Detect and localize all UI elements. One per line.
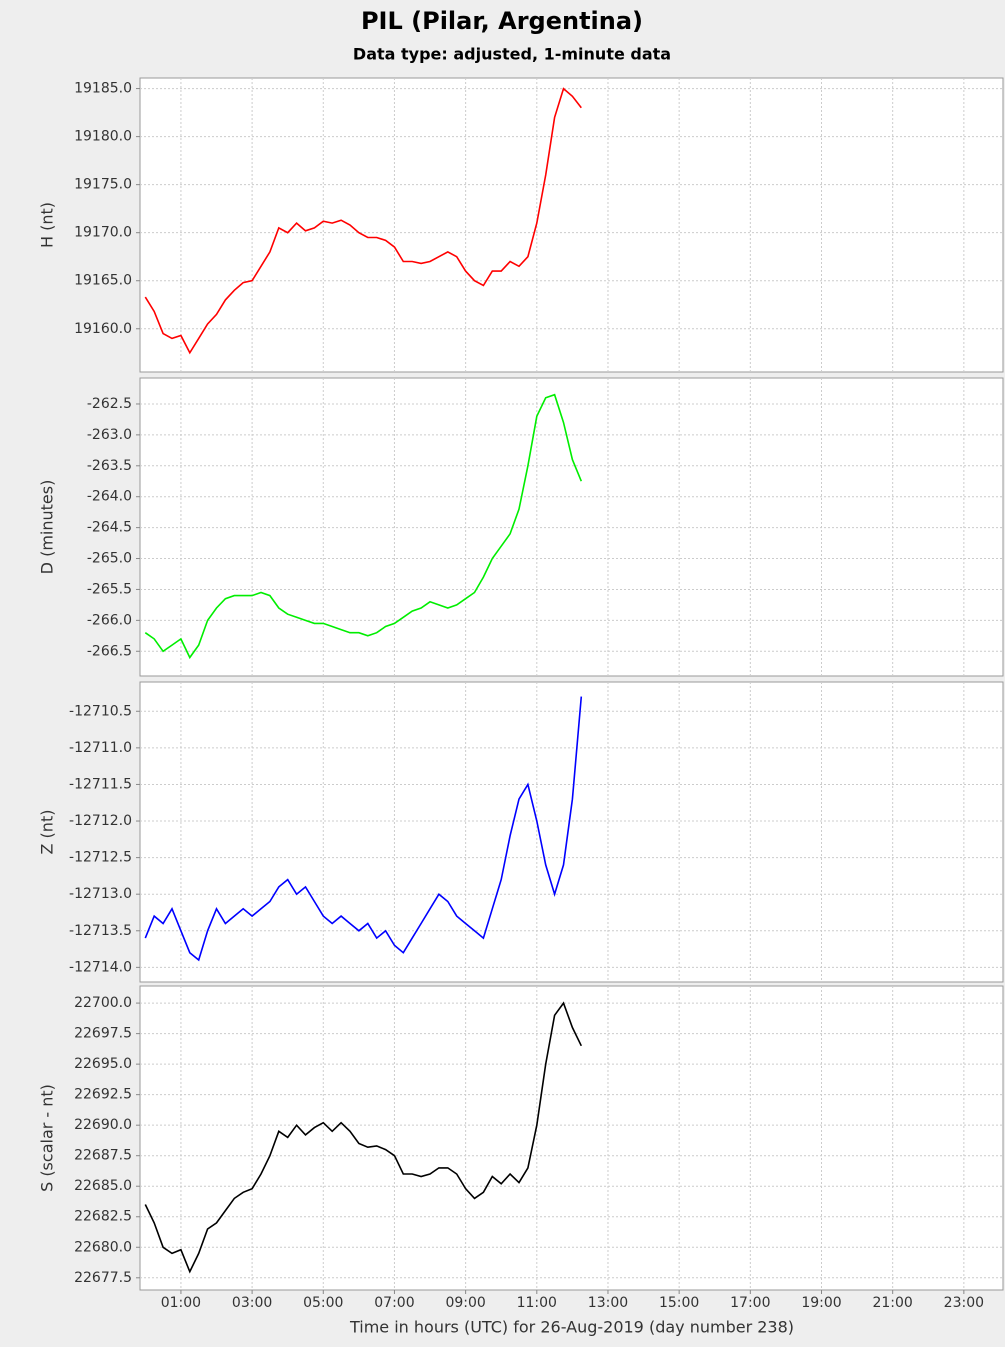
x-axis-label: Time in hours (UTC) for 26-Aug-2019 (day… (349, 1318, 794, 1337)
y-tick-label: -263.5 (87, 458, 132, 474)
y-tick-label: 19175.0 (74, 177, 132, 193)
x-tick-label: 13:00 (588, 1295, 628, 1311)
y-tick-label: -265.5 (87, 581, 132, 597)
y-tick-label: -12711.5 (69, 776, 132, 792)
y-axis-label: D (minutes) (38, 480, 57, 575)
y-tick-label: 22692.5 (74, 1087, 132, 1103)
x-tick-label: 03:00 (232, 1295, 272, 1311)
y-tick-label: -265.0 (87, 551, 132, 567)
x-tick-label: 01:00 (161, 1295, 201, 1311)
y-tick-label: 22697.5 (74, 1026, 132, 1042)
y-tick-label: 22685.0 (74, 1178, 132, 1194)
y-tick-label: 19165.0 (74, 273, 132, 289)
x-tick-label: 07:00 (374, 1295, 414, 1311)
y-tick-label: -264.5 (87, 520, 132, 536)
y-tick-label: -262.5 (87, 396, 132, 412)
y-axis-label: S (scalar - nt) (38, 1084, 57, 1192)
y-tick-label: 22695.0 (74, 1056, 132, 1072)
plot-area (139, 985, 1004, 1291)
data-line (144, 1001, 583, 1274)
x-tick-label: 15:00 (659, 1295, 699, 1311)
y-tick-label: 22682.5 (74, 1209, 132, 1225)
x-tick-label: 11:00 (517, 1295, 557, 1311)
y-tick-label: -264.0 (87, 489, 132, 505)
y-tick-label: -12712.5 (69, 850, 132, 866)
y-tick-label: 19185.0 (74, 81, 132, 97)
x-tick-label: 17:00 (730, 1295, 770, 1311)
x-tick-label: 09:00 (445, 1295, 485, 1311)
y-tick-label: -266.0 (87, 612, 132, 628)
data-line (144, 87, 582, 355)
y-tick-label: -12711.0 (69, 740, 132, 756)
x-tick-label: 19:00 (801, 1295, 841, 1311)
chart-subtitle: Data type: adjusted, 1-minute data (353, 45, 671, 64)
y-axis-label: H (nt) (38, 202, 57, 248)
data-line (144, 393, 583, 660)
y-tick-label: 22690.0 (74, 1117, 132, 1133)
y-axis-label: Z (nt) (38, 810, 57, 855)
y-tick-label: 22680.0 (74, 1239, 132, 1255)
y-tick-label: 22677.5 (74, 1270, 132, 1286)
y-tick-label: 19160.0 (74, 321, 132, 337)
y-tick-label: -12713.5 (69, 923, 132, 939)
x-tick-label: 21:00 (872, 1295, 912, 1311)
plot-area (139, 77, 1004, 373)
y-tick-label: 22687.5 (74, 1148, 132, 1164)
chart-title: PIL (Pilar, Argentina) (361, 7, 643, 35)
y-tick-label: -263.0 (87, 427, 132, 443)
plot-area (139, 377, 1004, 677)
x-tick-label: 23:00 (944, 1295, 984, 1311)
y-tick-label: -266.5 (87, 643, 132, 659)
data-line (144, 696, 583, 962)
x-tick-label: 05:00 (303, 1295, 343, 1311)
y-tick-label: 19180.0 (74, 129, 132, 145)
y-tick-label: -12714.0 (69, 959, 132, 975)
y-tick-label: -12712.0 (69, 813, 132, 829)
y-tick-label: -12710.5 (69, 703, 132, 719)
y-tick-label: 19170.0 (74, 225, 132, 241)
y-tick-label: 22700.0 (74, 995, 132, 1011)
plot-area (139, 681, 1004, 983)
y-tick-label: -12713.0 (69, 886, 132, 902)
